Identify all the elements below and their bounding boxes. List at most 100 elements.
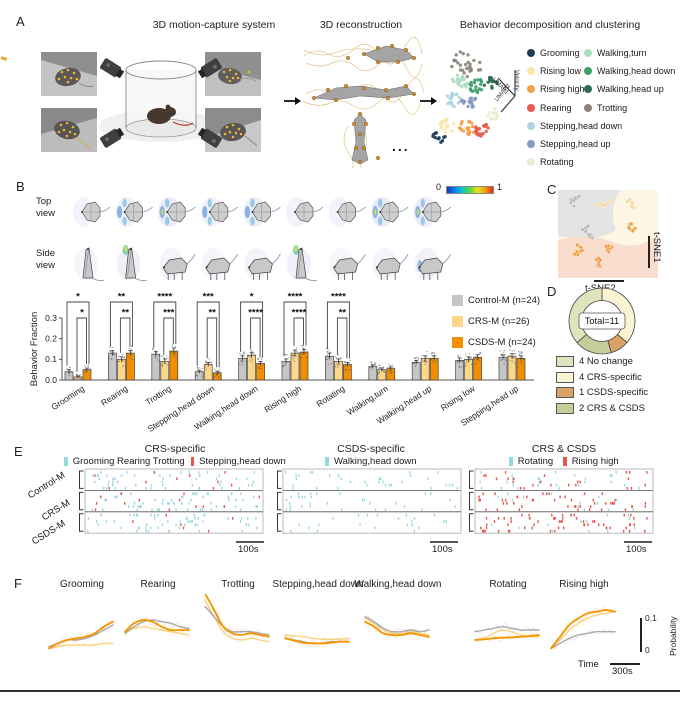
legend-swatch	[325, 457, 329, 466]
svg-text:****: ****	[292, 308, 307, 319]
camera-photo	[205, 52, 261, 96]
probability-scale-top: 0.1	[645, 613, 657, 623]
camera-icon	[100, 58, 125, 79]
footer-rule	[0, 690, 680, 692]
pose-thumbnail	[158, 197, 196, 227]
curve-title: Walking,head down	[354, 579, 442, 590]
svg-text:****: ****	[288, 292, 303, 303]
side-view-thumbnails	[74, 245, 452, 282]
svg-text:**: **	[118, 292, 126, 303]
legend-swatch	[64, 457, 68, 466]
tsne1-axis-label: t-SNE1	[651, 232, 662, 263]
probability-curve-plot	[474, 622, 540, 644]
behavior-legend-col1: Grooming Rising low Rising high Rearing Step…	[527, 48, 622, 175]
behavior-legend-col2: Walking,turn Walking,head down Walking,hea…	[584, 48, 675, 121]
time-scale: 300s	[612, 666, 633, 677]
legend-label: 2 CRS & CSDS	[579, 402, 645, 414]
curve-csds	[474, 634, 540, 641]
probability-scale-bottom: 0	[645, 645, 650, 655]
legend-label: Walking,turn	[597, 48, 647, 58]
block1-timescale-bar	[236, 541, 264, 543]
probability-curve-plot	[124, 616, 190, 639]
legend-label: Control-M (n=24)	[468, 295, 541, 306]
legend-swatch	[556, 387, 574, 398]
legend-swatch	[584, 103, 592, 112]
top-view-label: Top view	[36, 196, 56, 219]
svg-text:Rising low: Rising low	[439, 383, 478, 413]
bar	[290, 352, 300, 381]
tsne1-scale-bar	[648, 236, 650, 268]
block2-legend: Walking,head down	[283, 456, 459, 467]
legend-swatch	[556, 402, 574, 414]
curve-crs	[284, 634, 350, 641]
group-legend-item: CSDS-M (n=24)	[452, 337, 540, 348]
curve-csds	[48, 620, 114, 650]
svg-text:Rotating: Rotating	[314, 383, 346, 409]
mouse-in-arena	[147, 104, 194, 126]
legend-label: Trotting	[597, 102, 628, 113]
curve-crs	[364, 617, 430, 636]
raster-legend-item: Stepping,head down	[190, 456, 286, 467]
group-legend-item: Control-M (n=24)	[452, 295, 540, 306]
probability-curve-plot	[284, 632, 350, 648]
block3-raster	[469, 468, 654, 534]
block2-timescale-bar	[430, 541, 458, 543]
legend-label: Rising high	[540, 84, 585, 95]
tsne-plot	[558, 190, 658, 278]
legend-label: 1 CSDS-specific	[579, 387, 649, 398]
bar	[516, 357, 526, 381]
legend-swatch	[190, 457, 195, 466]
curve-crs	[124, 625, 190, 636]
behavior-legend-item: Rotating	[527, 157, 622, 167]
bar	[507, 355, 517, 381]
pose-thumbnail	[243, 197, 281, 227]
pose-thumbnail	[116, 245, 147, 282]
reconstruction-illustration	[303, 36, 425, 169]
block2-timescale: 100s	[432, 544, 453, 555]
legend-label: Walking,head down	[333, 456, 417, 467]
curve-csds	[204, 594, 270, 638]
colorbar	[446, 186, 494, 194]
motion-capture-illustration	[41, 52, 261, 152]
camera-photo	[205, 108, 261, 152]
legend-label: Walking,head up	[597, 84, 664, 95]
umap-scatter	[431, 50, 500, 144]
curve-title: Rotating	[489, 579, 527, 590]
svg-text:Total=11: Total=11	[585, 316, 619, 326]
panel-c-label: C	[547, 182, 557, 197]
legend-label: 4 CRS-specific	[579, 371, 642, 383]
behavior-legend-item: Trotting	[584, 103, 675, 113]
curve-title: Rearing	[140, 579, 176, 590]
svg-text:****: ****	[331, 292, 346, 303]
block1-legend: Grooming Rearing Trotting Stepping,head d…	[64, 456, 286, 467]
legend-label: CSDS-M (n=24)	[468, 337, 536, 348]
block3-title: CRS & CSDS	[531, 443, 597, 455]
pose-thumbnail	[244, 248, 281, 280]
bar	[473, 356, 482, 381]
umap-axes-icon	[497, 70, 516, 113]
pose-thumbnail	[413, 197, 452, 227]
probability-curve-plot	[364, 614, 430, 640]
pose-thumbnail	[328, 197, 366, 227]
donut-legend-item: 4 No change	[556, 356, 648, 367]
bar	[151, 353, 161, 381]
legend-label: 4 No change	[579, 356, 633, 367]
legend-swatch	[452, 316, 463, 327]
svg-text:Trotting: Trotting	[144, 383, 174, 407]
svg-text:Rearing: Rearing	[99, 383, 130, 408]
svg-text:**: **	[208, 308, 216, 319]
raster-legend-item: Grooming Rearing Trotting	[64, 456, 185, 467]
legend-label: Grooming	[540, 48, 580, 58]
bar	[334, 361, 343, 381]
behavior-legend-item: Stepping,head down	[527, 121, 622, 131]
legend-swatch	[527, 121, 535, 130]
bar	[108, 352, 117, 381]
raster-legend-item: Rising high	[563, 456, 619, 467]
pose-thumbnail	[286, 197, 324, 227]
legend-label: Grooming Rearing Trotting	[72, 456, 185, 467]
block2-title: CSDS-specific	[337, 443, 405, 455]
curve-crs	[48, 642, 114, 649]
top-view-thumbnails	[73, 197, 452, 227]
legend-label: Rotating	[540, 157, 574, 168]
time-axis-label: Time	[578, 659, 599, 670]
